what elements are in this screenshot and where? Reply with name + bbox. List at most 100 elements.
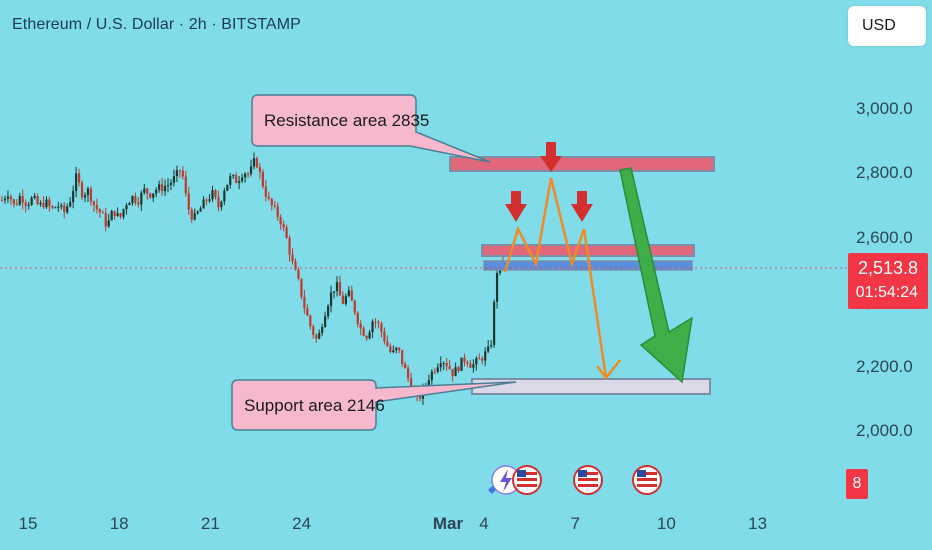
candle-body xyxy=(365,335,368,339)
candle-body xyxy=(33,196,36,198)
candle-body xyxy=(478,358,481,360)
candle-body xyxy=(131,196,134,203)
candle-body xyxy=(255,158,259,168)
candle-body xyxy=(202,199,205,209)
candle-body xyxy=(104,213,107,227)
candle-body xyxy=(113,210,116,216)
candle-body xyxy=(143,188,146,193)
lightning-event-icon[interactable] xyxy=(488,465,521,495)
candle-body xyxy=(362,328,365,336)
candle-body xyxy=(223,190,226,202)
x-tick-label: 7 xyxy=(570,514,580,533)
candle-body xyxy=(371,321,374,333)
candle-body xyxy=(448,366,451,369)
chart-title: Ethereum / U.S. Dollar · 2h · BITSTAMP xyxy=(12,16,301,33)
candle-body xyxy=(377,322,380,324)
candle-body xyxy=(101,212,104,214)
candle-body xyxy=(243,173,247,178)
candle-body xyxy=(6,196,10,199)
currency-button[interactable]: USD xyxy=(848,6,926,46)
candle-body xyxy=(338,282,342,296)
candle-body xyxy=(300,278,303,297)
candle-body xyxy=(321,327,324,333)
candle-body xyxy=(241,177,244,182)
resistance-callout: Resistance area 2835 xyxy=(251,94,491,163)
y-tick-label: 2,200.0 xyxy=(856,356,913,376)
current-price-value: 2,513.8 xyxy=(857,258,918,278)
candle-body xyxy=(439,363,442,368)
candle-body xyxy=(484,351,487,361)
us-flag-event-icon[interactable] xyxy=(512,465,542,495)
candle-body xyxy=(309,315,312,327)
candle-body xyxy=(69,202,72,207)
projection-path-orange xyxy=(503,177,608,379)
candle-body xyxy=(128,202,131,206)
candle-body xyxy=(368,332,371,339)
candle-body xyxy=(341,295,345,304)
candle-body xyxy=(246,173,250,175)
candle-body xyxy=(324,316,327,328)
alert-count-badge[interactable]: 8 xyxy=(846,469,868,499)
candle-body xyxy=(285,227,288,239)
candle-body xyxy=(66,206,69,213)
candle-body xyxy=(326,306,330,317)
candle-body xyxy=(267,196,270,199)
candle-body xyxy=(196,211,199,214)
candle-body xyxy=(220,201,223,208)
candle-body xyxy=(350,290,353,301)
candle-body xyxy=(42,202,45,208)
candle-body xyxy=(332,291,336,293)
candle-body xyxy=(137,202,140,205)
candle-body xyxy=(418,394,422,399)
candle-body xyxy=(12,199,15,204)
candle-body xyxy=(235,174,238,184)
support-zone xyxy=(471,378,711,395)
candle-body xyxy=(270,198,273,206)
candle-body xyxy=(125,205,128,210)
candle-body xyxy=(208,199,211,201)
resistance-callout-label: Resistance area 2835 xyxy=(264,111,429,130)
candle-body xyxy=(273,205,276,207)
candle-body xyxy=(217,197,220,208)
candle-body xyxy=(146,188,149,194)
candle-body xyxy=(205,199,208,201)
us-flag-event-icon[interactable] xyxy=(573,465,603,495)
x-tick-label: 21 xyxy=(200,514,220,533)
candle-body xyxy=(238,181,241,184)
x-tick-label: 4 xyxy=(479,514,489,533)
candle-body xyxy=(232,174,235,177)
candle-body xyxy=(306,308,309,316)
candle-body xyxy=(493,301,496,346)
candle-body xyxy=(404,363,407,369)
candle-body xyxy=(181,170,184,177)
candle-body xyxy=(86,188,90,196)
candle-body xyxy=(178,170,181,172)
candle-body xyxy=(107,220,110,227)
candle-body xyxy=(72,191,75,203)
y-tick-label: 2,600.0 xyxy=(856,227,913,247)
candle-body xyxy=(279,216,282,225)
candle-body xyxy=(457,367,460,371)
candle-body xyxy=(303,296,306,309)
candle-body xyxy=(294,261,297,270)
down-arrow-icon xyxy=(571,191,593,222)
candle-body xyxy=(172,176,176,183)
candle-body xyxy=(335,282,339,292)
candle-body xyxy=(119,213,122,217)
bar-countdown: 01:54:24 xyxy=(855,284,918,301)
candle-body xyxy=(466,362,469,364)
candle-body xyxy=(92,201,95,205)
x-tick-label: 13 xyxy=(748,514,768,533)
candle-body xyxy=(51,206,54,208)
candle-body xyxy=(318,332,321,339)
candle-body xyxy=(407,368,410,379)
us-flag-event-icon[interactable] xyxy=(632,465,662,495)
candle-body xyxy=(54,207,57,209)
candle-body xyxy=(60,205,63,207)
candle-body xyxy=(291,254,294,262)
candle-body xyxy=(80,182,84,198)
candle-body xyxy=(392,350,395,353)
y-tick-label: 2,800.0 xyxy=(856,163,913,183)
candle-body xyxy=(166,184,170,187)
